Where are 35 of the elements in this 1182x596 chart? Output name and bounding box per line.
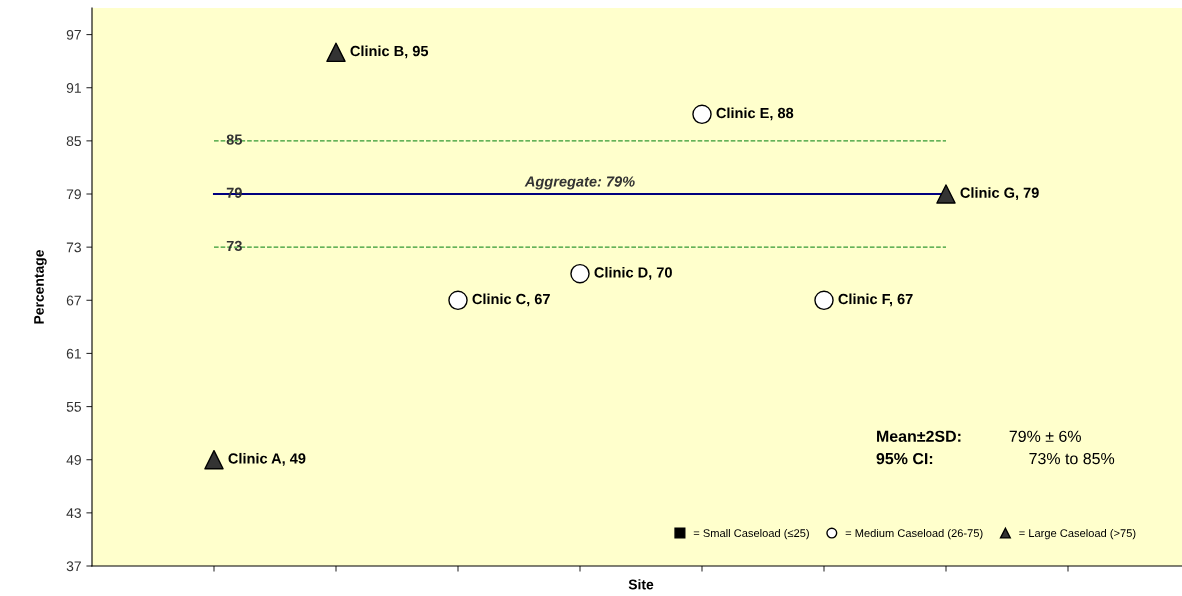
annotation: 73% to 85% (1029, 452, 1115, 465)
point (448, 290, 468, 311)
y-tick-label: 91 (66, 83, 81, 93)
x-axis-title: Site (628, 579, 654, 590)
y-tick-label: 79 (66, 189, 81, 200)
y-tick-label: 67 (66, 295, 81, 306)
annotation: 95% CI: (876, 452, 933, 465)
point (326, 42, 346, 63)
y-tick-label: 55 (66, 402, 81, 412)
legend-label: = Small Caseload (≤25) (693, 528, 809, 540)
annotation: Aggregate: 79% (524, 176, 635, 190)
data-label: Clinic F, 67 (838, 293, 913, 307)
data-label: Clinic B, 95 (350, 45, 429, 59)
data-label: Clinic E, 88 (716, 107, 794, 121)
data-label: Clinic D, 70 (594, 266, 672, 280)
point (570, 263, 590, 284)
point (204, 449, 224, 470)
point (692, 104, 712, 125)
data-label: Clinic A, 49 (228, 452, 306, 466)
legend-label: = Medium Caseload (26-75) (845, 528, 983, 540)
y-tick-label: 73 (66, 242, 81, 253)
y-tick-label: 97 (66, 29, 81, 40)
point (814, 290, 834, 311)
y-tick-label: 61 (66, 348, 81, 359)
y-tick-label: 85 (66, 136, 81, 147)
annotation: 79% ± 6% (1009, 430, 1081, 442)
y-tick-label: 49 (66, 455, 81, 465)
annotation: Mean±2SD: (877, 430, 961, 442)
y-tick-label: 43 (66, 508, 81, 519)
y-tick-label: 37 (66, 561, 81, 572)
point (936, 184, 956, 204)
data-label: Clinic C, 67 (472, 293, 550, 307)
data-label: Clinic G, 79 (960, 187, 1039, 201)
legend-label: = Large Caseload (>75) (1019, 528, 1136, 540)
y-axis-title: Percentage (34, 250, 47, 324)
